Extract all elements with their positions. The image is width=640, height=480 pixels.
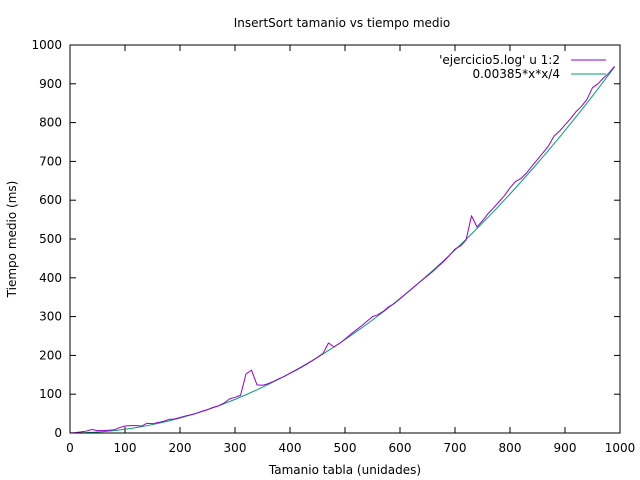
legend-label-series-1: 'ejercicio5.log' u 1:2 [439, 53, 560, 67]
x-tick-label-4: 400 [279, 441, 302, 455]
x-tick-label-1: 100 [114, 441, 137, 455]
series-line-2 [69, 66, 615, 434]
y-axis-label: Tiempo medio (ms) [5, 181, 19, 299]
y-tick-label-0: 0 [54, 426, 62, 440]
y-tick-label-10: 1000 [31, 38, 62, 52]
ticks-layer: 0 100 200 300 400 500 600 700 800 900 1000 0 100 200 3… [31, 38, 635, 455]
series-line-1 [69, 66, 615, 434]
x-tick-label-2: 200 [169, 441, 192, 455]
x-tick-label-10: 1000 [605, 441, 636, 455]
y-tick-label-6: 600 [39, 193, 62, 207]
y-tick-label-7: 700 [39, 154, 62, 168]
plot-border [69, 44, 621, 434]
legend: 'ejercicio5.log' u 1:2 0.00385*x*x/4 [439, 53, 606, 81]
legend-label-series-2: 0.00385*x*x/4 [472, 67, 560, 81]
y-tick-label-5: 500 [39, 232, 62, 246]
x-tick-label-0: 0 [66, 441, 74, 455]
y-tick-label-4: 400 [39, 271, 62, 285]
x-axis-label: Tamanio tabla (unidades) [268, 463, 421, 477]
x-tick-label-7: 700 [444, 441, 467, 455]
x-tick-label-9: 900 [554, 441, 577, 455]
x-tick-label-8: 800 [499, 441, 522, 455]
x-tick-label-5: 500 [334, 441, 357, 455]
chart-title: InsertSort tamanio vs tiempo medio [234, 16, 450, 30]
x-tick-label-6: 600 [389, 441, 412, 455]
y-tick-label-3: 300 [39, 310, 62, 324]
y-tick-label-9: 900 [39, 77, 62, 91]
y-tick-label-8: 800 [39, 116, 62, 130]
y-tick-label-1: 100 [39, 387, 62, 401]
x-tick-label-3: 300 [224, 441, 247, 455]
y-tick-label-2: 200 [39, 348, 62, 362]
series-layer [69, 66, 615, 434]
